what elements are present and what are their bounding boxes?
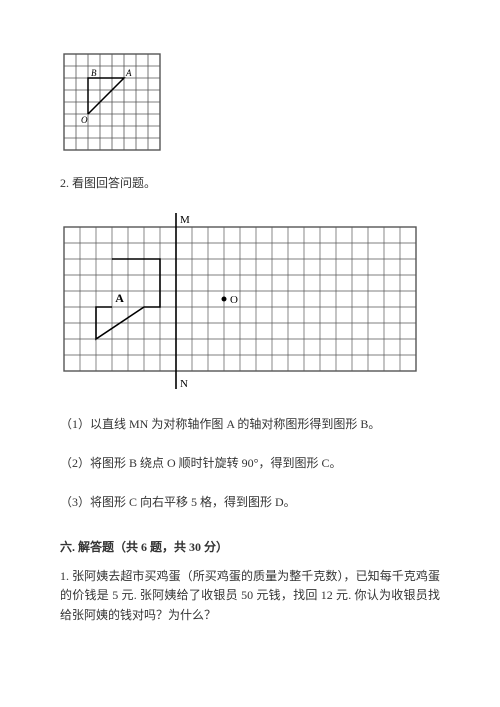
svg-text:A: A (125, 68, 132, 78)
subquestion-1: （1）以直线 MN 为对称轴作图 A 的轴对称图形得到图形 B。 (60, 415, 440, 432)
grid-figure-1: B A O (60, 50, 440, 154)
svg-text:B: B (91, 68, 97, 78)
svg-text:A: A (115, 291, 124, 305)
svg-text:N: N (180, 378, 188, 390)
subquestion-3: （3）将图形 C 向右平移 5 格，得到图形 D。 (60, 493, 440, 510)
section-6-header: 六. 解答题（共 6 题，共 30 分） (60, 538, 440, 555)
grid1-svg: B A O (60, 50, 164, 154)
svg-text:O: O (230, 294, 238, 306)
svg-text:M: M (180, 214, 190, 226)
grid-figure-2: M N O A (60, 211, 440, 393)
svg-text:O: O (81, 115, 88, 125)
word-problem-1: 1. 张阿姨去超市买鸡蛋（所买鸡蛋的质量为整千克数），已知每千克鸡蛋的价钱是 5… (60, 567, 440, 625)
grid2-svg: M N O A (60, 211, 420, 393)
question-2-text: 2. 看图回答问题。 (60, 174, 440, 193)
subquestion-2: （2）将图形 B 绕点 O 顺时针旋转 90°，得到图形 C。 (60, 454, 440, 471)
